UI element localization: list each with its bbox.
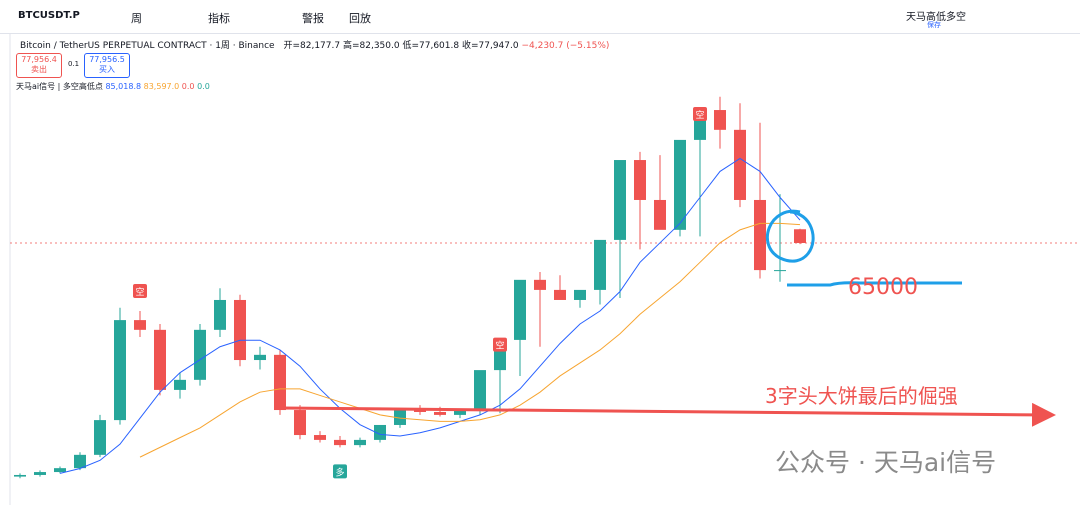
candle [14,474,26,477]
candle [174,379,186,390]
indicator-name: 天马ai信号 | 多空高低点 [16,82,103,91]
signal-badge [493,337,507,352]
candle [254,354,266,361]
candle [294,410,306,436]
candle [634,160,646,200]
candle [774,270,786,272]
candle [134,320,146,330]
signal-badge [333,464,347,479]
sell-price: 77,956.4 [21,55,57,64]
candle [94,420,106,455]
indicator-value: 85,018.8 [105,82,142,91]
sell-button[interactable]: 77,956.4 卖出 [16,53,62,78]
toolbar: BTCUSDT.P 周 指标 警报 回放 天马高低多空 保存 [0,0,1080,34]
signal-label: 多 [335,466,344,478]
candle [234,299,246,361]
open: 开=82,177.7 [283,41,341,51]
candle [194,329,206,380]
sell: 卖出 [31,65,47,74]
signal-label: 空 [495,340,504,352]
arrow [281,402,1056,427]
candle [454,410,466,415]
indicator-value: 0.0 [181,82,195,91]
candle [214,299,226,330]
spread: 0.1 [68,60,80,68]
candle [414,410,426,412]
candle [354,439,366,446]
buy: 买入 [99,65,115,74]
layout-name[interactable]: 天马高低多空 [906,12,966,23]
candle [314,435,326,440]
level-label: 65000 [848,275,918,300]
candle [394,410,406,425]
interval[interactable]: 周 [131,12,142,25]
candle [494,339,506,371]
indicator-value: 0.0 [197,82,210,91]
candle [54,468,66,473]
signal-badge [693,107,707,122]
arrow-label: 3字头大饼最后的倔强 [765,384,958,408]
candle [434,411,446,415]
replay[interactable]: 回放 [349,12,371,25]
candle [714,110,726,130]
indicator-legend: 天马ai信号 | 多空高低点 85,018.8 83,597.0 0.0 0.0 [16,81,210,92]
legend-title: Bitcoin / TetherUS PERPETUAL CONTRACT · … [20,41,275,51]
save[interactable]: 保存 [927,21,941,29]
candle [794,229,806,243]
low: 低=77,601.8 [402,41,460,51]
candle [114,320,126,421]
signal-label: 空 [695,109,704,121]
candle [334,439,346,446]
alert[interactable]: 警报 [302,12,324,25]
candle [34,472,46,475]
candle [274,354,286,411]
candle [374,424,386,440]
candle [74,454,86,469]
candle [514,279,526,340]
change: −4,230.7 (−5.15%) [521,41,610,51]
symbol[interactable]: BTCUSDT.P [18,10,80,21]
buy-price: 77,956.5 [89,55,125,64]
candle [694,110,706,140]
high: 高=82,350.0 [342,41,400,51]
candle [654,199,666,230]
candle [534,279,546,290]
candle [734,129,746,200]
signal-badge [133,284,147,299]
candle [154,329,166,390]
candle [614,160,626,240]
moving-average [139,222,801,458]
circle-drawing [765,209,815,263]
signal-label: 空 [135,286,144,298]
candle [554,289,566,300]
candle [594,239,606,290]
candle [474,370,486,411]
level-line [787,281,962,287]
close: 收=77,947.0 [461,41,519,51]
candle [754,199,766,271]
candle [674,139,686,230]
moving-average [59,157,801,474]
candle [574,289,586,300]
legend: Bitcoin / TetherUS PERPETUAL CONTRACT · … [20,38,609,51]
buy-button[interactable]: 77,956.5 买入 [84,53,130,78]
indicator-value: 83,597.0 [143,82,180,91]
watermark: 公众号 · 天马ai信号 [775,448,996,477]
indicators[interactable]: 指标 [208,12,230,25]
